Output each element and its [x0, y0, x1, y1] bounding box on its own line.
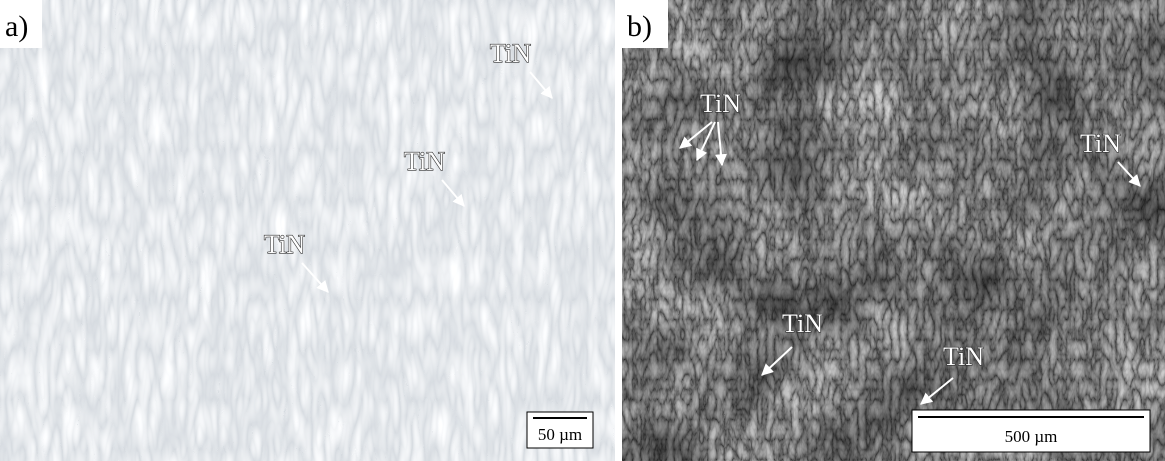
annotation: TiN [782, 309, 823, 338]
panel-b: b) TiN TiN TiN TiN 500 µm [622, 0, 1165, 461]
annotation: TiN [700, 89, 741, 118]
annotation: TiN [264, 230, 305, 259]
panel-label: b) [627, 10, 652, 43]
scale-bar-label: 50 µm [538, 425, 582, 444]
micrograph-b [622, 0, 1165, 461]
annotation: TiN [404, 147, 445, 176]
figure: a) TiN TiN TiN 50 µm b) TiN TiN TiN TiN … [0, 0, 1165, 461]
panel-label: a) [5, 10, 28, 43]
annotation: TiN [490, 39, 531, 68]
annotation: TiN [943, 342, 984, 371]
scale-bar-label: 500 µm [1005, 427, 1058, 446]
micrograph-a [0, 0, 615, 461]
panel-a: a) TiN TiN TiN 50 µm [0, 0, 615, 461]
annotation: TiN [1080, 129, 1121, 158]
